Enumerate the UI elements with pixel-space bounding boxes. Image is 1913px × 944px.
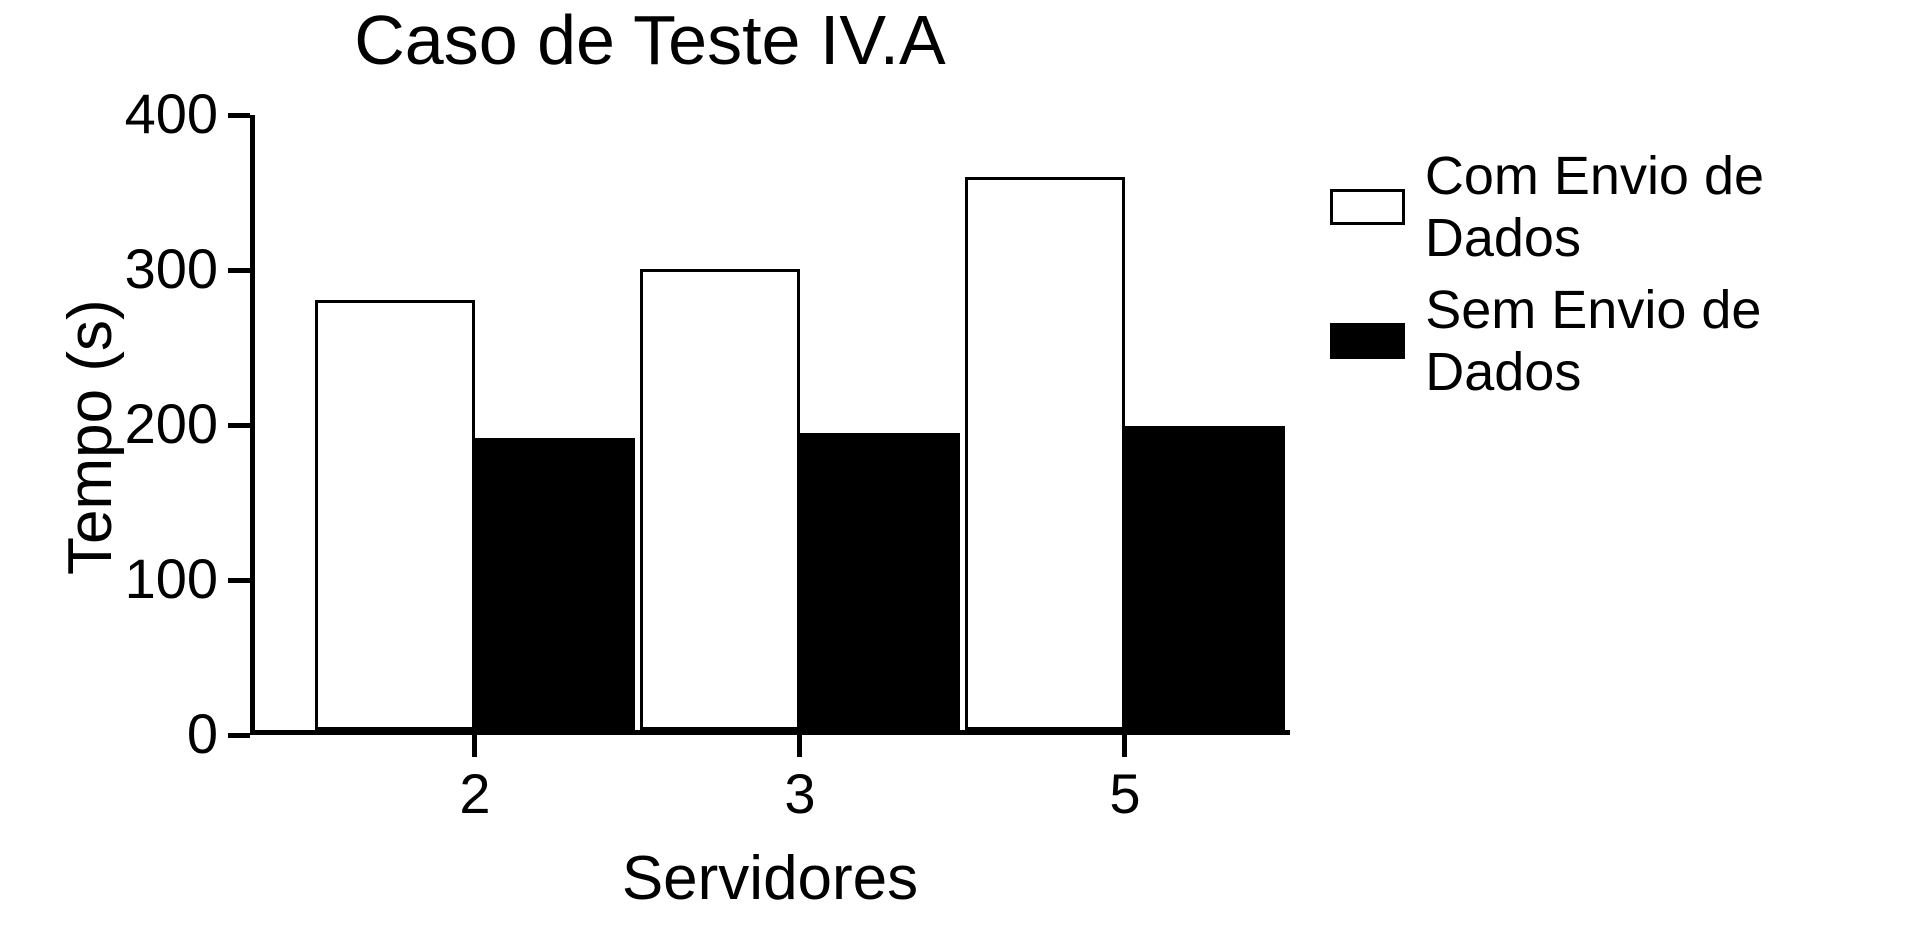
chart-container: Caso de Teste IV.A Tempo (s) Servidores … [0,0,1913,944]
legend-swatch [1330,323,1405,359]
legend-label: Com Envio de Dados [1425,145,1913,269]
y-tick-mark [228,578,250,583]
x-tick-mark [797,735,802,757]
y-tick-label: 200 [18,391,218,456]
bar [1125,426,1285,730]
legend-label: Sem Envio de Dados [1425,279,1913,403]
x-axis-label: Servidores [250,843,1290,914]
bar [315,300,475,731]
y-tick-label: 0 [18,701,218,766]
bar [965,177,1125,731]
y-tick-label: 100 [18,546,218,611]
x-tick-mark [1122,735,1127,757]
legend: Com Envio de DadosSem Envio de Dados [1330,145,1913,413]
y-tick-mark [228,733,250,738]
bar [640,269,800,730]
y-tick-label: 300 [18,236,218,301]
legend-swatch [1330,189,1405,225]
plot-area [250,115,1290,735]
x-axis-line [250,730,1290,735]
y-tick-mark [228,113,250,118]
x-tick-label: 3 [740,761,860,826]
x-tick-label: 2 [415,761,535,826]
y-tick-label: 400 [18,81,218,146]
x-tick-mark [472,735,477,757]
chart-title: Caso de Teste IV.A [0,0,1300,80]
y-axis-line [250,115,255,735]
bar [475,438,635,730]
legend-item: Sem Envio de Dados [1330,279,1913,403]
legend-item: Com Envio de Dados [1330,145,1913,269]
bar [800,433,960,730]
y-tick-mark [228,268,250,273]
y-tick-mark [228,423,250,428]
x-tick-label: 5 [1065,761,1185,826]
